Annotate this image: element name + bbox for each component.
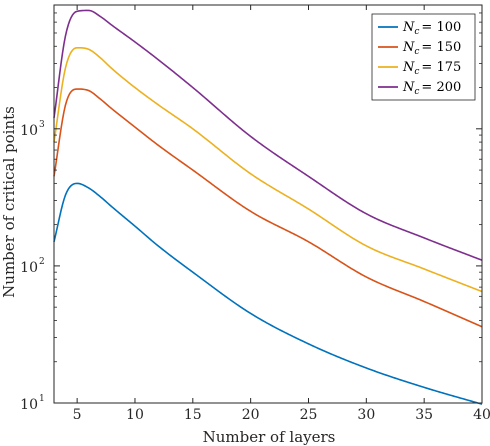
series-line-1	[53, 182, 483, 405]
x-tick-label: 35	[415, 407, 433, 423]
x-tick-label: 5	[73, 407, 82, 423]
series-line-2	[53, 88, 483, 328]
legend-label-3: Nc = 175	[402, 60, 461, 77]
series-line-4	[53, 9, 483, 261]
legend: Nc = 100 Nc = 150 Nc = 175 Nc = 200	[371, 13, 476, 101]
y-tick-label: 10	[20, 397, 38, 413]
y-tick-exponent: 1	[39, 394, 45, 404]
series-layer	[53, 9, 483, 405]
x-tick-label: 20	[242, 407, 260, 423]
y-tick-exponent: 2	[39, 257, 45, 267]
x-tick-label: 30	[357, 407, 375, 423]
legend-label-1: Nc = 100	[402, 20, 461, 37]
x-tick-label: 15	[184, 407, 202, 423]
x-tick-label: 10	[126, 407, 144, 423]
x-tick-label: 40	[473, 407, 490, 423]
x-axis-label: Number of layers	[203, 428, 336, 446]
x-tick-label: 25	[300, 407, 318, 423]
series-line-3	[53, 46, 483, 293]
legend-label-4: Nc = 200	[402, 80, 461, 97]
axes-box	[53, 4, 483, 404]
y-axis-label: Number of critical points	[0, 106, 18, 298]
legend-box	[371, 13, 476, 101]
y-tick-label: 10	[20, 123, 38, 139]
y-tick-exponent: 3	[39, 120, 45, 130]
y-tick-label: 10	[20, 260, 38, 276]
legend-label-2: Nc = 150	[402, 40, 461, 57]
